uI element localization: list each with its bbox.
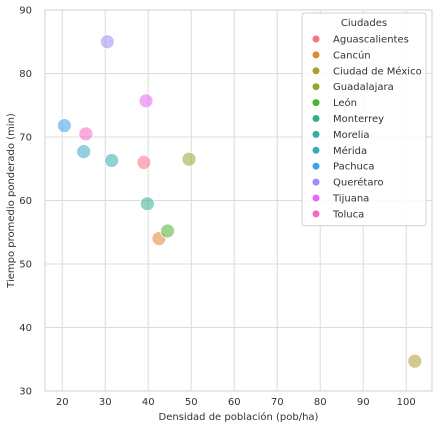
legend-marker: [312, 194, 320, 202]
legend-item-leon: León: [312, 97, 357, 109]
data-points: [56, 34, 423, 369]
y-tick-label: 50: [19, 260, 32, 271]
point-leon: [160, 223, 175, 239]
legend-marker: [312, 130, 320, 138]
x-tick-label: 70: [271, 397, 284, 408]
y-tick-label: 40: [19, 323, 32, 334]
point-toluca: [78, 126, 94, 142]
point-ciudad-de-mexico: [407, 353, 423, 369]
legend-item-merida: Mérida: [312, 145, 367, 157]
legend-marker: [312, 35, 320, 43]
y-axis-label: Tiempo promedio ponderado (min): [6, 113, 17, 289]
y-tick-label: 80: [19, 69, 32, 80]
legend-item-tijuana: Tijuana: [312, 194, 369, 205]
legend-item-aguascalientes: Aguascalientes: [312, 35, 409, 46]
legend-item-pachuca: Pachuca: [312, 162, 375, 173]
point-queretaro: [99, 34, 115, 50]
y-tick-label: 70: [19, 133, 32, 144]
legend-title: Ciudades: [341, 18, 387, 29]
legend-marker: [312, 210, 320, 218]
legend-label: Querétaro: [333, 177, 383, 189]
y-tick-label: 30: [19, 387, 32, 398]
legend-marker: [312, 162, 320, 170]
legend-label: Cancún: [333, 49, 371, 61]
legend-item-monterrey: Monterrey: [312, 114, 384, 125]
legend-marker: [312, 83, 320, 91]
legend-label: Guadalajara: [333, 82, 394, 93]
legend-label: Tijuana: [332, 194, 369, 205]
x-tick-label: 90: [357, 397, 370, 408]
legend-item-morelia: Morelia: [312, 130, 369, 141]
x-axis-label: Densidad de población (pob/ha): [159, 411, 319, 423]
legend-label: Toluca: [332, 209, 364, 220]
legend-item-toluca: Toluca: [312, 209, 364, 220]
legend-item-guadalajara: Guadalajara: [312, 82, 394, 93]
point-monterrey: [139, 196, 155, 212]
legend-marker: [312, 99, 320, 107]
legend-label: León: [333, 97, 357, 109]
legend-label: Aguascalientes: [333, 35, 409, 46]
x-tick-label: 60: [228, 397, 241, 408]
x-tick-label: 40: [142, 397, 155, 408]
point-aguascalientes: [136, 154, 152, 170]
y-tick-label: 60: [19, 196, 32, 207]
legend-label: Morelia: [333, 130, 369, 141]
x-tick-label: 80: [314, 397, 327, 408]
legend-marker: [312, 178, 320, 186]
legend-marker: [312, 67, 320, 75]
point-morelia: [104, 153, 120, 168]
legend-marker: [312, 115, 320, 122]
y-tick-labels: 30 40 50 60 70 80 90: [19, 6, 32, 398]
legend-label: Ciudad de México: [333, 65, 422, 77]
legend-label: Monterrey: [333, 114, 384, 125]
legend-marker: [312, 146, 320, 154]
legend-marker: [312, 51, 320, 59]
x-tick-label: 20: [56, 397, 69, 408]
point-guadalajara: [181, 151, 197, 167]
x-tick-label: 100: [397, 397, 416, 408]
point-pachuca: [56, 118, 72, 133]
plot-frame: [44, 9, 433, 392]
legend-items: Aguascalientes Cancún Ciudad de México Guad…: [312, 35, 422, 220]
legend-label: Pachuca: [333, 162, 375, 173]
x-tick-label: 50: [185, 397, 198, 408]
point-tijuana: [138, 93, 154, 109]
x-tick-labels: 20 30 40 50 60 70 80 90 100: [56, 397, 416, 408]
point-merida: [76, 144, 92, 160]
x-tick-label: 30: [99, 397, 112, 408]
legend-item-cancun: Cancún: [312, 49, 371, 61]
legend-label: Mérida: [333, 145, 367, 157]
legend: Ciudades Aguascalientes Cancún Ciudad de M…: [301, 12, 427, 227]
legend-box: [301, 12, 427, 227]
y-tick-label: 90: [19, 6, 32, 17]
legend-item-queretaro: Querétaro: [312, 177, 383, 189]
legend-item-ciudad-de-mexico: Ciudad de México: [312, 65, 422, 77]
